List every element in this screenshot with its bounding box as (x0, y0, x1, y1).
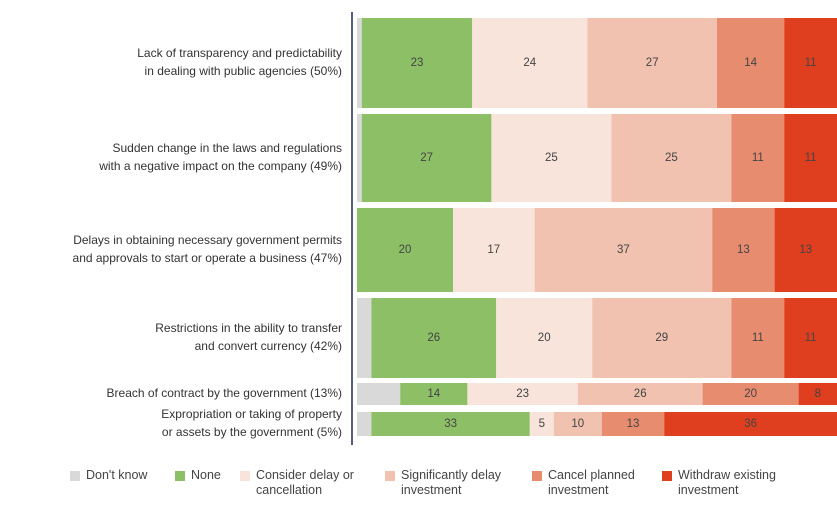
value-label: 25 (665, 152, 678, 164)
category-label: in dealing with public agencies (50%) (145, 64, 342, 78)
value-label: 37 (617, 244, 630, 256)
bar-segment (784, 114, 837, 202)
legend-label: Don't know (86, 468, 148, 482)
value-label: 5 (539, 418, 545, 430)
bar-segment (774, 208, 837, 292)
value-label: 24 (523, 57, 536, 69)
bar-segment (371, 298, 497, 378)
legend-label: Consider delay or cancellation (256, 468, 354, 497)
legend-swatch (385, 471, 395, 481)
bar-segment (371, 412, 530, 436)
value-label: 29 (655, 332, 668, 344)
category-label: Breach of contract by the government (13… (107, 386, 342, 400)
value-label: 20 (399, 244, 412, 256)
bar-segment (453, 208, 535, 292)
category-label: Lack of transparency and predictability (137, 46, 342, 60)
legend-item: Cancel planned investment (532, 468, 657, 498)
value-label: 11 (805, 152, 817, 164)
bar-segment (400, 383, 468, 405)
legend-swatch (662, 471, 672, 481)
bar-segment (601, 412, 665, 436)
value-label: 14 (744, 57, 757, 69)
plot: Lack of transparency and predictability i… (73, 12, 837, 445)
bar-segment (496, 298, 593, 378)
bar-segment (587, 18, 717, 108)
legend: Don't know None Consider delay or cancella… (0, 468, 837, 505)
bar-segment (553, 412, 602, 436)
category-label: and approvals to start or operate a busi… (73, 251, 342, 265)
category-label: and convert currency (42%) (195, 339, 342, 353)
category-label: with a negative impact on the company (4… (98, 159, 342, 173)
bar-segment (472, 18, 588, 108)
bar-segment (529, 412, 554, 436)
legend-swatch (532, 471, 542, 481)
value-label: 13 (799, 244, 812, 256)
legend-label: Withdraw existing investment (678, 468, 776, 497)
category-label: Delays in obtaining necessary government… (73, 233, 342, 247)
value-label: 10 (571, 418, 584, 430)
value-label: 11 (805, 332, 817, 344)
bar-segment (361, 18, 473, 108)
value-label: 11 (752, 152, 764, 164)
category-label: Sudden change in the laws and regulation… (113, 141, 343, 155)
legend-label: Significantly delay investment (401, 468, 502, 497)
bar-segment (361, 114, 492, 202)
bar-segment (357, 114, 362, 202)
value-label: 33 (444, 418, 457, 430)
legend-swatch (240, 471, 250, 481)
value-label: 27 (646, 57, 659, 69)
bar-segment (717, 18, 785, 108)
bar-segment (702, 383, 799, 405)
bar-segment (357, 412, 372, 436)
bar-segment (577, 383, 703, 405)
legend-item: Significantly delay investment (385, 468, 525, 498)
value-label: 23 (411, 57, 424, 69)
value-label: 11 (805, 57, 817, 69)
value-label: 27 (420, 152, 433, 164)
legend-swatch (70, 471, 80, 481)
bar-segment (712, 208, 775, 292)
bar-segment (611, 114, 732, 202)
value-label: 20 (744, 388, 757, 400)
value-label: 17 (487, 244, 500, 256)
bar-segment (798, 383, 837, 405)
bar-segment (357, 298, 372, 378)
bar-segment (731, 114, 785, 202)
legend-label: Cancel planned investment (548, 468, 635, 497)
value-label: 26 (634, 388, 647, 400)
legend-item: Consider delay or cancellation (240, 468, 380, 498)
value-label: 20 (538, 332, 551, 344)
value-label: 23 (516, 388, 529, 400)
value-label: 26 (427, 332, 440, 344)
legend-label: None (191, 468, 221, 482)
bar-segment (784, 298, 837, 378)
value-label: 8 (815, 388, 821, 400)
bar-segment (491, 114, 612, 202)
bar-segment (357, 18, 362, 108)
legend-item: Withdraw existing investment (662, 468, 822, 498)
bar-segment (357, 208, 453, 292)
bar-segment (467, 383, 578, 405)
value-label: 13 (627, 418, 640, 430)
category-label: Expropriation or taking of property (161, 407, 342, 421)
bar-segment (357, 383, 401, 405)
category-label: Restrictions in the ability to transfer (155, 321, 342, 335)
bar-segment (784, 18, 837, 108)
category-label: or assets by the government (5%) (162, 425, 342, 439)
bar-segment (664, 412, 837, 436)
value-label: 14 (427, 388, 440, 400)
bar-segment (534, 208, 713, 292)
legend-swatch (175, 471, 185, 481)
value-label: 13 (737, 244, 750, 256)
value-label: 11 (752, 332, 764, 344)
value-label: 25 (545, 152, 558, 164)
value-label: 36 (744, 418, 757, 430)
legend-item: Don't know (70, 468, 170, 483)
bar-segment (592, 298, 732, 378)
legend-item: None (175, 468, 235, 483)
bar-segment (731, 298, 785, 378)
